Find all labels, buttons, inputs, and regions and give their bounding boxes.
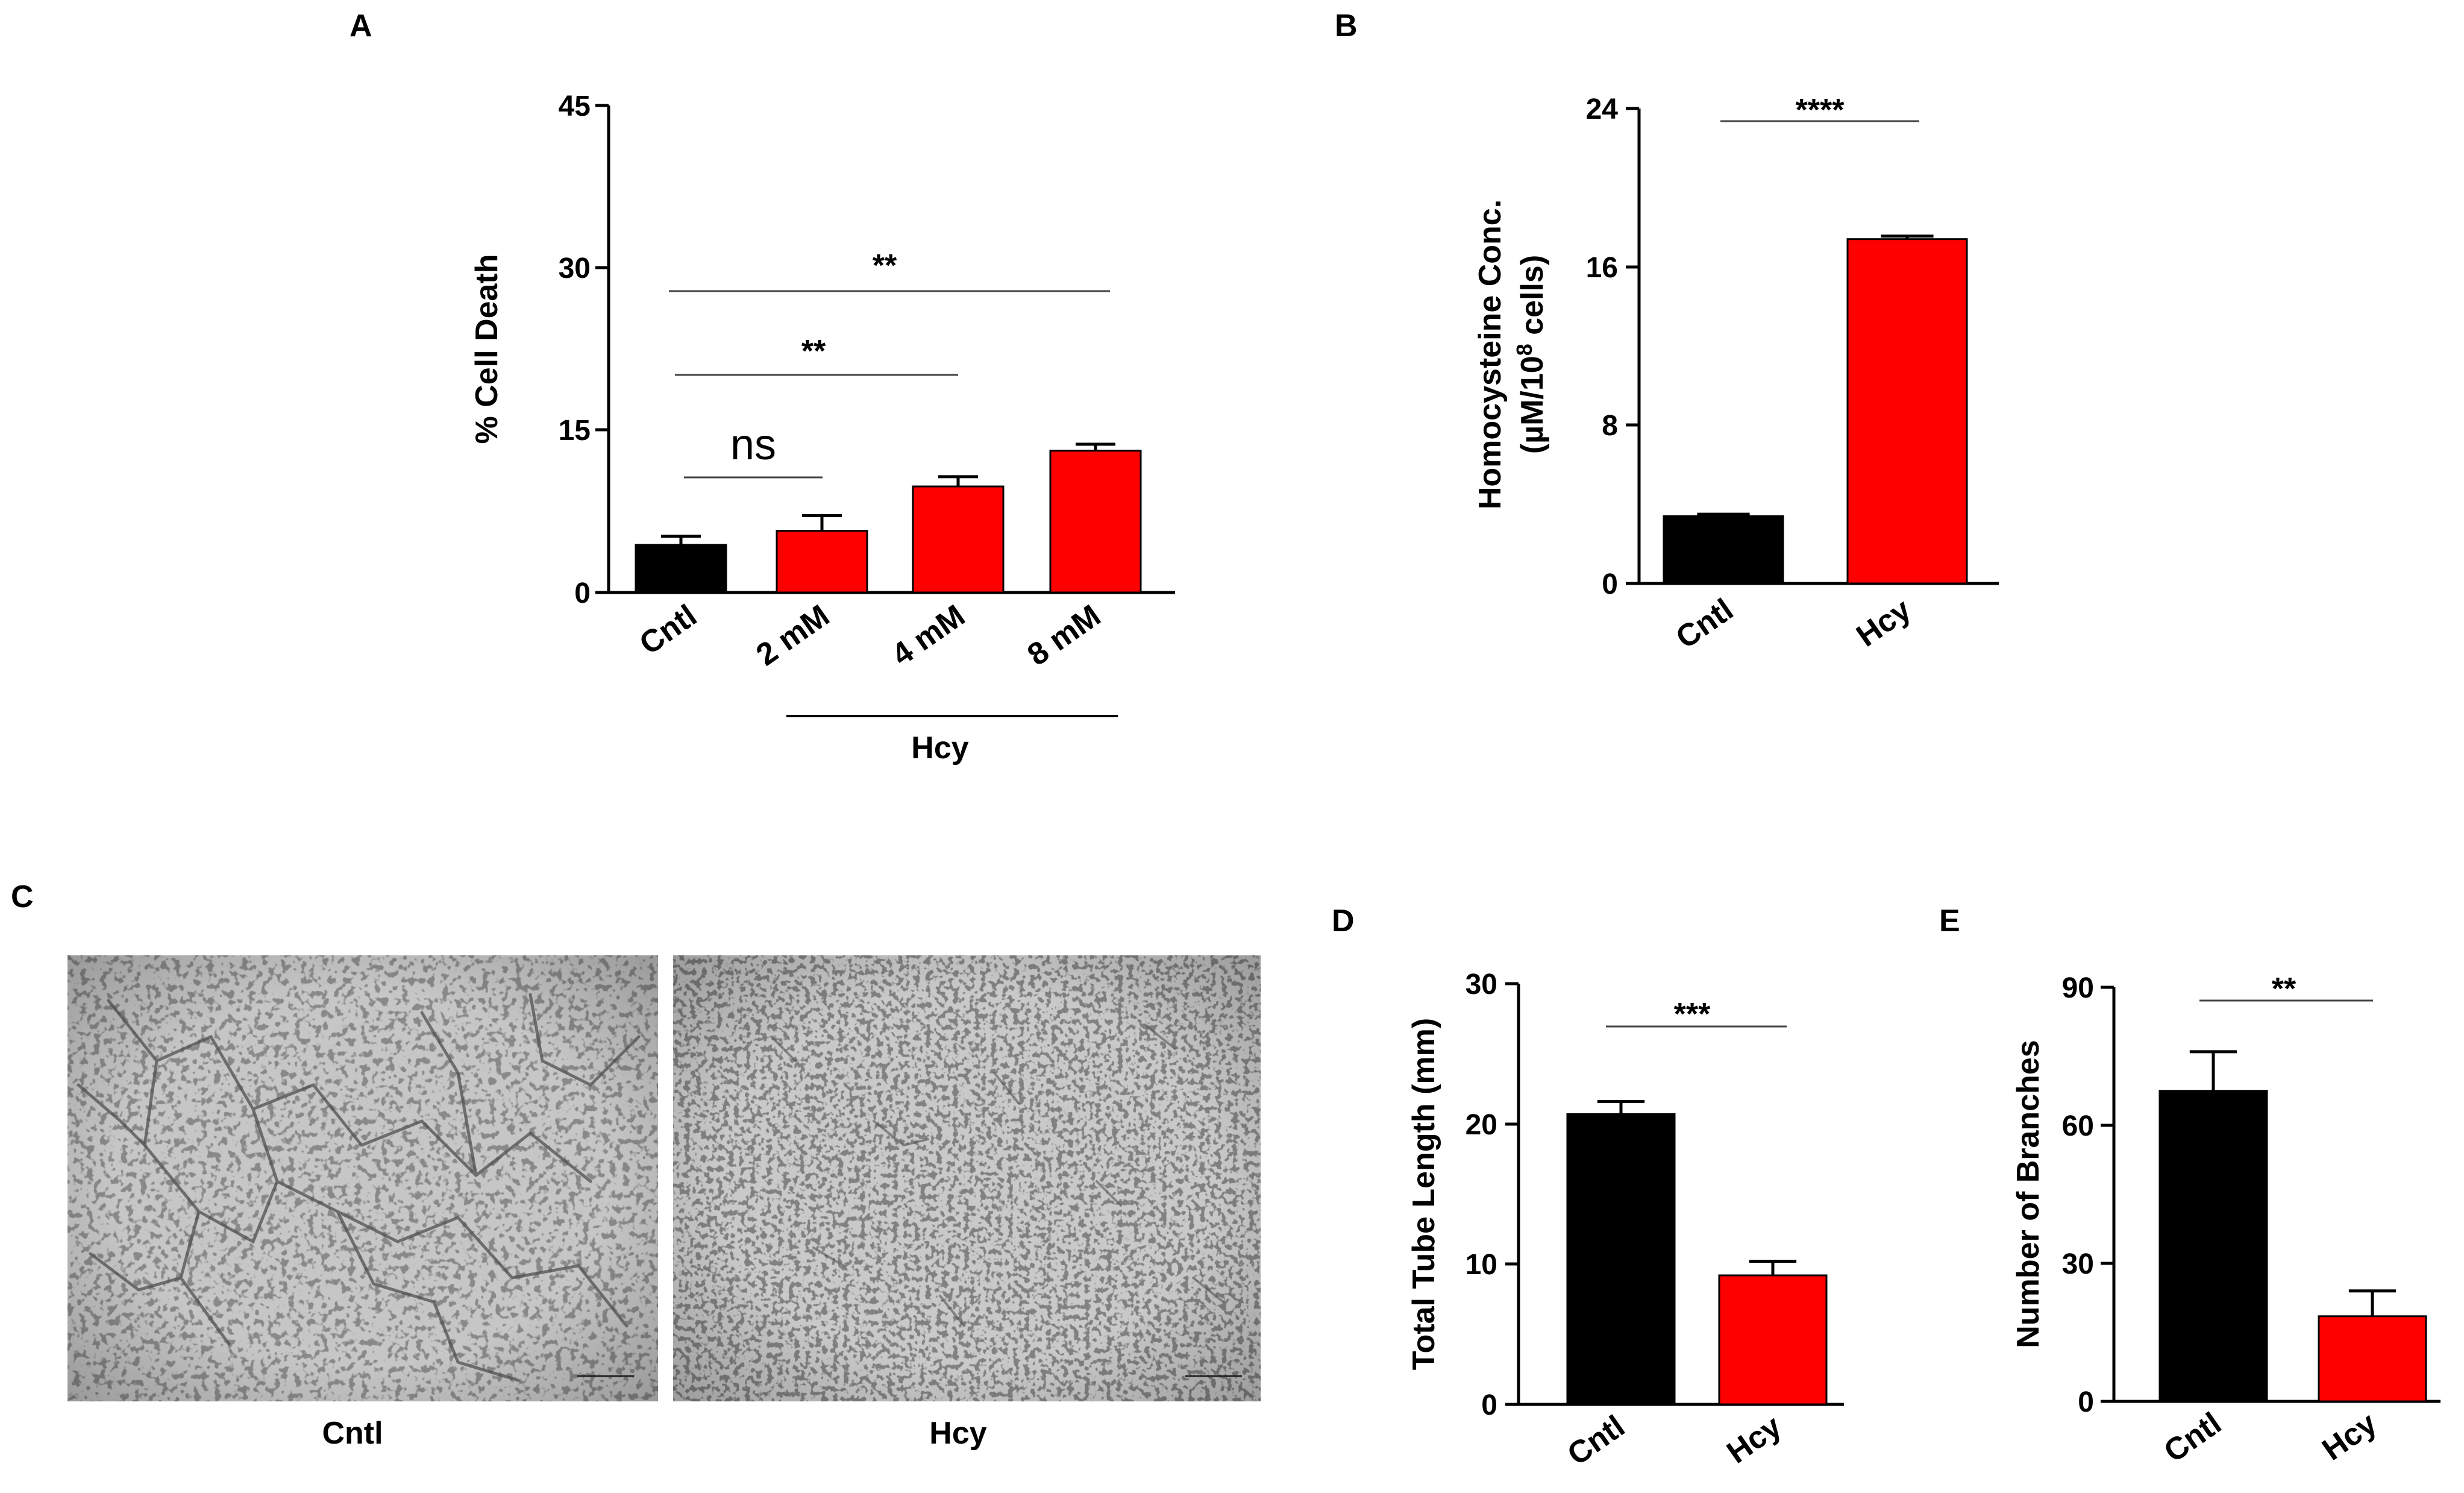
- panel-b-ytick-0: 0: [1602, 568, 1618, 600]
- panel-e-ylabel: Number of Branches: [2011, 1040, 2046, 1348]
- panel-letter-a: A: [350, 8, 372, 43]
- panel-b-xlabel-hcy: Hcy: [1850, 592, 1917, 653]
- panel-a-sig-ns-label: ns: [730, 421, 776, 469]
- panel-b-ytick-16: 16: [1586, 252, 1618, 284]
- panel-letter-d: D: [1332, 904, 1355, 938]
- panel-d-ytick-0: 0: [1481, 1389, 1497, 1421]
- panel-a-ylabel: % Cell Death: [469, 254, 504, 444]
- panel-e-bar-cntl: [2158, 1090, 2268, 1403]
- panel-e-chart: 0 30 60 90 Number of Branches Cntl Hcy *…: [2011, 972, 2440, 1469]
- panel-a-sig-ns: ns: [684, 421, 823, 479]
- panel-d-ylabel: Total Tube Length (mm): [1406, 1018, 1441, 1370]
- panel-a-sig-8mm: **: [669, 248, 1110, 292]
- panel-d-ytick-30: 30: [1466, 969, 1497, 1001]
- panel-letter-c: C: [11, 879, 34, 914]
- panel-e-ytick-90: 90: [2062, 972, 2094, 1004]
- panel-a-xlabel-2mm: 2 mM: [750, 598, 836, 673]
- panel-a-ytick-30: 30: [559, 253, 591, 284]
- panel-a-xlabel-8mm: 8 mM: [1021, 598, 1107, 673]
- panel-b-sig-label: ****: [1796, 93, 1845, 128]
- panel-e-sig-label: **: [2272, 972, 2296, 1007]
- panel-a-bar-2mm: [776, 530, 868, 594]
- panel-d-sig: ***: [1606, 997, 1787, 1032]
- panel-b-bars: [1663, 234, 1968, 585]
- panel-a-group-label: Hcy: [911, 731, 968, 765]
- panel-a-sig-4mm: **: [675, 334, 958, 376]
- panel-a-ytick-0: 0: [574, 577, 591, 609]
- panel-d-xlabel-cntl: Cntl: [1561, 1409, 1631, 1472]
- panel-c-caption-cntl: Cntl: [322, 1416, 383, 1451]
- panel-d-bars: [1566, 1099, 1828, 1406]
- panel-d-xlabel-hcy: Hcy: [1720, 1409, 1787, 1470]
- panel-b-ytick-8: 8: [1602, 410, 1618, 442]
- panel-d-errorbar-hcy: [1749, 1260, 1797, 1275]
- panel-letter-b: B: [1335, 8, 1358, 43]
- panel-b-ylabel-line1: Homocysteine Conc.: [1473, 200, 1508, 509]
- panel-a-bars: [635, 442, 1142, 594]
- panel-a-bar-8mm: [1049, 450, 1142, 594]
- panel-a-errorbar-8mm: [1076, 442, 1115, 451]
- panel-c-micrograph-hcy: [673, 955, 1261, 1401]
- panel-a-xlabel-cntl: Cntl: [633, 598, 703, 661]
- panel-d-sig-label: ***: [1674, 997, 1711, 1032]
- panel-e-bar-hcy: [2318, 1315, 2427, 1403]
- panel-e-ytick-30: 30: [2062, 1248, 2094, 1280]
- panel-e-bars: [2158, 1050, 2427, 1403]
- panel-d-bar-cntl: [1566, 1113, 1676, 1406]
- panel-e-xlabel-cntl: Cntl: [2158, 1406, 2228, 1469]
- panel-b-ylabel-line2: (µM/108 cells): [1512, 255, 1550, 454]
- panel-e-errorbar-hcy: [2348, 1289, 2397, 1316]
- panel-a-xlabel-4mm: 4 mM: [886, 598, 971, 673]
- panel-d-ytick-20: 20: [1466, 1109, 1497, 1141]
- panel-a-ytick-45: 45: [559, 90, 591, 122]
- panel-b-chart: 0 8 16 24 Homocysteine Conc. (µM/108 cel…: [1473, 93, 1999, 656]
- panel-a-sig-8mm-label: **: [873, 248, 897, 283]
- panel-c-caption-hcy: Hcy: [929, 1416, 986, 1451]
- panel-a-errorbar-2mm: [802, 514, 842, 531]
- panel-d-bar-hcy: [1718, 1274, 1828, 1406]
- panel-a-bar-cntl: [635, 544, 727, 594]
- panel-c-micrograph-cntl: [67, 955, 658, 1401]
- panel-b-bar-cntl: [1663, 515, 1784, 585]
- panel-a-ytick-15: 15: [559, 415, 591, 447]
- panel-b-sig: ****: [1720, 93, 1919, 128]
- panel-a-bar-4mm: [912, 485, 1005, 594]
- panel-a-errorbar-cntl: [661, 535, 701, 545]
- panel-d-errorbar-cntl: [1597, 1099, 1645, 1114]
- panel-a-chart: 0 15 30 45 % Cell Death Cntl 2 mM 4 mM 8…: [469, 90, 1175, 765]
- panel-e-xlabel-hcy: Hcy: [2316, 1406, 2383, 1467]
- panel-a-errorbar-4mm: [938, 475, 978, 487]
- panel-e-ytick-60: 60: [2062, 1110, 2094, 1142]
- panel-a-sig-4mm-label: **: [801, 334, 826, 369]
- panel-d-ytick-10: 10: [1466, 1249, 1497, 1281]
- panel-e-ytick-0: 0: [2078, 1386, 2094, 1418]
- panel-letter-e: E: [1939, 904, 1960, 938]
- panel-d-chart: 0 10 20 30 Total Tube Length (mm) Cntl H…: [1406, 969, 1844, 1473]
- panel-e-errorbar-cntl: [2189, 1050, 2237, 1091]
- panel-b-ytick-24: 24: [1586, 93, 1619, 125]
- panel-b-bar-hcy: [1846, 238, 1968, 585]
- panel-b-xlabel-cntl: Cntl: [1670, 592, 1740, 655]
- panel-e-sig: **: [2199, 972, 2373, 1007]
